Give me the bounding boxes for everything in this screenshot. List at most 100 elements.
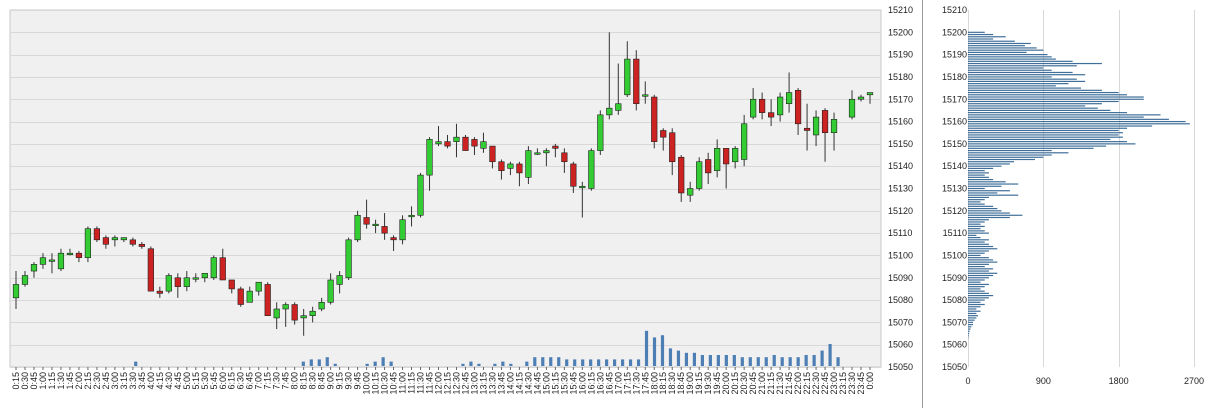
time-tick-label: 2:15	[83, 372, 93, 390]
candle-down	[462, 136, 469, 151]
profile-bar	[968, 274, 994, 277]
profile-bar	[968, 127, 1128, 129]
time-tick-label: 20:15	[730, 372, 740, 395]
time-tick-label: 18:30	[667, 372, 677, 395]
profile-bar	[968, 56, 1052, 58]
volume-bar	[557, 357, 561, 366]
candle-up	[246, 290, 253, 303]
profile-bar	[968, 335, 969, 337]
profile-bar	[968, 277, 989, 279]
time-tick-label: 13:30	[487, 372, 497, 395]
candle-down	[678, 156, 685, 194]
time-tick-label: 12:00	[434, 372, 444, 395]
volume-profile-chart: 15050 15060 15070 15080 15090 15100 15110 15120…	[922, 0, 1204, 408]
time-tick-label: 13:45	[496, 372, 506, 395]
candle-up	[318, 301, 325, 310]
profile-bar	[968, 295, 994, 297]
time-tick-label: 16:45	[604, 372, 614, 395]
time-tick-label: 4:00	[146, 372, 156, 390]
profile-bar	[968, 290, 985, 292]
profile-bar	[968, 80, 1086, 82]
profile-bar	[968, 132, 1123, 134]
candle-up	[534, 152, 541, 155]
time-tick-label: 11:45	[425, 372, 435, 394]
profile-volume-axis: 0 900 1800 2700	[965, 376, 1204, 386]
time-tick-label: 18:45	[676, 372, 686, 395]
volume-bar	[796, 357, 800, 366]
profile-bar	[968, 194, 1019, 196]
profile-bar	[968, 36, 1006, 38]
profile-volume-label: 1800	[1109, 376, 1129, 386]
profile-bar	[968, 165, 1002, 167]
profile-bar	[968, 234, 977, 236]
time-tick-label: 2:30	[92, 372, 102, 390]
candle-up	[642, 94, 649, 97]
time-tick-label: 10:30	[380, 372, 390, 395]
time-tick-label: 4:15	[155, 372, 165, 390]
volume-bar	[309, 359, 313, 366]
profile-bar	[968, 89, 1102, 91]
profile-price-axis: 15050 15060 15070 15080 15090 15100 15110 15120…	[942, 5, 967, 372]
time-tick-label: 6:45	[245, 372, 255, 390]
candle-down	[669, 132, 676, 163]
candle-up	[624, 58, 631, 96]
volume-bar	[644, 330, 649, 366]
time-tick-label: 16:30	[595, 372, 605, 395]
candle-down	[651, 96, 658, 142]
candle-down	[705, 159, 712, 174]
profile-bar	[968, 105, 1086, 107]
volume-bar	[660, 335, 665, 366]
profile-bar	[968, 154, 1052, 156]
candle-down	[291, 304, 298, 321]
price-tick-label: 15050	[888, 362, 913, 372]
candle-up	[408, 214, 415, 218]
profile-bar	[968, 118, 1169, 120]
candle-down	[768, 112, 775, 118]
volume-bar	[461, 363, 465, 366]
profile-bar	[968, 94, 1128, 96]
profile-bar	[968, 149, 1052, 152]
candle-up	[606, 107, 613, 116]
time-tick-label: 7:00	[254, 372, 264, 390]
volume-bar	[764, 357, 768, 366]
candle-down	[102, 237, 109, 245]
volume-bar	[620, 359, 625, 366]
volume-bar	[565, 359, 569, 366]
profile-volume-label: 900	[1036, 376, 1051, 386]
profile-bar	[968, 181, 1006, 183]
profile-bar	[968, 279, 985, 281]
candle-up	[866, 92, 874, 96]
time-tick-label: 5:00	[182, 372, 192, 390]
time-axis: 0:150:300:451:001:151:301:452:002:152:30…	[11, 367, 875, 395]
volume-bar	[804, 355, 808, 366]
profile-price-label: 15130	[942, 184, 967, 194]
candle-up	[597, 114, 604, 151]
volume-bar	[501, 361, 505, 366]
profile-price-label: 15070	[942, 317, 967, 327]
volume-bar	[301, 361, 305, 366]
time-tick-label: 12:45	[460, 372, 470, 395]
profile-bar	[968, 123, 1190, 125]
time-tick-label: 11:00	[398, 372, 408, 394]
profile-bar	[968, 83, 1069, 85]
time-tick-label: 9:45	[353, 372, 363, 390]
candle-up	[732, 148, 739, 163]
profile-bar	[968, 120, 1186, 123]
time-tick-label: 21:30	[775, 372, 785, 395]
profile-bar	[968, 288, 981, 290]
time-tick-label: 17:45	[640, 372, 650, 395]
volume-bar	[597, 359, 601, 366]
volume-bar	[549, 357, 553, 366]
volume-bar	[628, 359, 633, 366]
time-tick-label: 17:00	[613, 372, 623, 395]
volume-bar	[724, 355, 728, 366]
candle-down	[633, 58, 640, 105]
time-tick-label: 17:15	[622, 372, 632, 395]
profile-bar	[968, 129, 1119, 132]
volume-bar	[612, 359, 617, 366]
profile-bar	[968, 236, 981, 239]
candle-down	[147, 248, 154, 292]
candle-up	[588, 150, 595, 189]
price-tick-label: 15190	[888, 50, 913, 60]
candle-up	[785, 92, 793, 105]
